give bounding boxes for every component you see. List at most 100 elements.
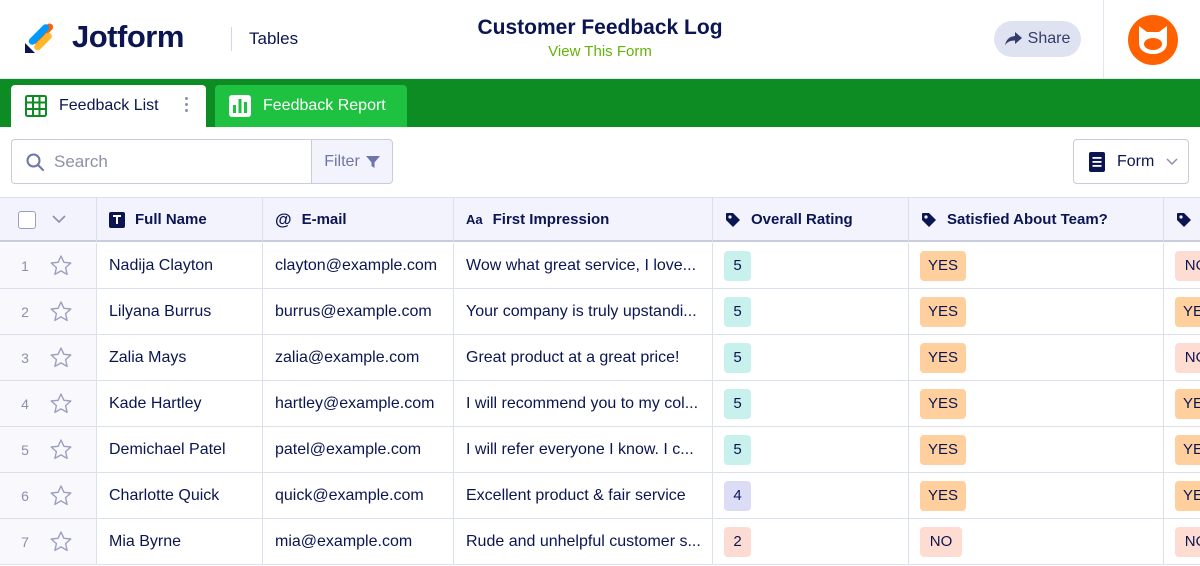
star-icon[interactable]: [50, 531, 72, 552]
cell-satisfied[interactable]: YES: [909, 381, 1164, 426]
jotform-logo[interactable]: Jotform: [22, 18, 184, 56]
cell-email[interactable]: mia@example.com: [263, 519, 454, 564]
cell-overall-rating[interactable]: 2: [713, 519, 909, 564]
impression-text: Great product at a great price!: [466, 348, 680, 366]
column-label: E-mail: [301, 211, 347, 228]
cell-satisfied[interactable]: YES: [909, 243, 1164, 288]
cell-first-impression[interactable]: Great product at a great price!: [454, 335, 713, 380]
cell-extra[interactable]: YES: [1164, 381, 1200, 426]
tab-feedback-report[interactable]: Feedback Report: [215, 85, 407, 127]
cell-full-name[interactable]: Mia Byrne: [97, 519, 263, 564]
cell-first-impression[interactable]: Wow what great service, I love...: [454, 243, 713, 288]
row-number: 3: [21, 349, 29, 366]
row-number: 2: [21, 303, 29, 320]
view-form-link[interactable]: View This Form: [548, 43, 652, 60]
cell-first-impression[interactable]: I will recommend you to my col...: [454, 381, 713, 426]
rating-badge: 5: [724, 250, 751, 281]
extra-badge: NO: [1175, 250, 1200, 281]
cell-email[interactable]: clayton@example.com: [263, 243, 454, 288]
cell-first-impression[interactable]: Your company is truly upstandi...: [454, 289, 713, 334]
column-header-overall-rating[interactable]: Overall Rating: [713, 198, 909, 241]
aa-type-icon: Aa: [466, 212, 483, 227]
table-row[interactable]: 5 Demichael Patel patel@example.com I wi…: [0, 427, 1200, 473]
table-row[interactable]: 6 Charlotte Quick quick@example.com Exce…: [0, 473, 1200, 519]
column-header-extra[interactable]: [1164, 198, 1200, 241]
tab-more-icon[interactable]: [185, 97, 188, 112]
table-row[interactable]: 3 Zalia Mays zalia@example.com Great pro…: [0, 335, 1200, 381]
cell-satisfied[interactable]: YES: [909, 335, 1164, 380]
column-header-first-impression[interactable]: Aa First Impression: [454, 198, 713, 241]
tab-feedback-list[interactable]: Feedback List: [11, 85, 206, 127]
rating-badge: 5: [724, 296, 751, 327]
share-button[interactable]: Share: [994, 21, 1081, 57]
cell-first-impression[interactable]: I will refer everyone I know. I c...: [454, 427, 713, 472]
cell-extra[interactable]: NO: [1164, 243, 1200, 288]
cell-first-impression[interactable]: Rude and unhelpful customer s...: [454, 519, 713, 564]
cell-email[interactable]: quick@example.com: [263, 473, 454, 518]
column-header-satisfied[interactable]: Satisfied About Team?: [909, 198, 1164, 241]
star-icon[interactable]: [50, 347, 72, 368]
extra-badge: YES: [1175, 480, 1200, 511]
chevron-down-icon[interactable]: [52, 215, 66, 224]
cell-full-name[interactable]: Lilyana Burrus: [97, 289, 263, 334]
form-select-button[interactable]: Form: [1073, 139, 1189, 184]
row-select-cell: 1: [0, 243, 97, 288]
cell-overall-rating[interactable]: 5: [713, 335, 909, 380]
cell-full-name[interactable]: Nadija Clayton: [97, 243, 263, 288]
avatar[interactable]: [1128, 15, 1178, 65]
cell-overall-rating[interactable]: 5: [713, 381, 909, 426]
form-icon: [1089, 151, 1105, 172]
row-number: 6: [21, 487, 29, 504]
cell-overall-rating[interactable]: 5: [713, 427, 909, 472]
column-label: Overall Rating: [751, 211, 853, 228]
cell-satisfied[interactable]: YES: [909, 473, 1164, 518]
table-row[interactable]: 4 Kade Hartley hartley@example.com I wil…: [0, 381, 1200, 427]
select-all-header: [0, 198, 97, 241]
cell-satisfied[interactable]: NO: [909, 519, 1164, 564]
satisfied-badge: YES: [920, 250, 967, 281]
star-icon[interactable]: [50, 439, 72, 460]
cell-satisfied[interactable]: YES: [909, 427, 1164, 472]
satisfied-badge: YES: [920, 342, 967, 373]
cell-full-name[interactable]: Demichael Patel: [97, 427, 263, 472]
tables-link[interactable]: Tables: [249, 29, 299, 48]
star-icon[interactable]: [50, 255, 72, 276]
table-row[interactable]: 2 Lilyana Burrus burrus@example.com Your…: [0, 289, 1200, 335]
filter-button[interactable]: Filter: [311, 139, 393, 184]
select-all-checkbox[interactable]: [18, 210, 36, 229]
impression-text: I will refer everyone I know. I c...: [466, 440, 694, 458]
cell-extra[interactable]: YES: [1164, 289, 1200, 334]
table-row[interactable]: 7 Mia Byrne mia@example.com Rude and unh…: [0, 519, 1200, 565]
search-input[interactable]: [54, 151, 294, 172]
column-header-full-name[interactable]: Full Name: [97, 198, 263, 241]
cell-extra[interactable]: NO: [1164, 335, 1200, 380]
cell-overall-rating[interactable]: 5: [713, 289, 909, 334]
cell-first-impression[interactable]: Excellent product & fair service: [454, 473, 713, 518]
cell-email[interactable]: patel@example.com: [263, 427, 454, 472]
star-icon[interactable]: [50, 393, 72, 414]
cell-full-name[interactable]: Kade Hartley: [97, 381, 263, 426]
cell-overall-rating[interactable]: 5: [713, 243, 909, 288]
user-avatar-icon: [1139, 26, 1167, 54]
cell-email[interactable]: zalia@example.com: [263, 335, 454, 380]
toolbar: Filter Form: [0, 127, 1200, 197]
cell-satisfied[interactable]: YES: [909, 289, 1164, 334]
cell-email[interactable]: hartley@example.com: [263, 381, 454, 426]
cell-email[interactable]: burrus@example.com: [263, 289, 454, 334]
table-row[interactable]: 1 Nadija Clayton clayton@example.com Wow…: [0, 243, 1200, 289]
column-label: Full Name: [135, 211, 207, 228]
star-icon[interactable]: [50, 301, 72, 322]
cell-full-name[interactable]: Charlotte Quick: [97, 473, 263, 518]
tag-icon: [725, 212, 741, 228]
cell-extra[interactable]: YES: [1164, 427, 1200, 472]
star-icon[interactable]: [50, 485, 72, 506]
row-select-cell: 4: [0, 381, 97, 426]
satisfied-badge: YES: [920, 480, 967, 511]
cell-extra[interactable]: YES: [1164, 473, 1200, 518]
column-header-email[interactable]: @ E-mail: [263, 198, 454, 241]
column-label: Satisfied About Team?: [947, 211, 1108, 228]
cell-full-name[interactable]: Zalia Mays: [97, 335, 263, 380]
cell-extra[interactable]: NO: [1164, 519, 1200, 564]
header-divider-right: [1103, 0, 1104, 79]
cell-overall-rating[interactable]: 4: [713, 473, 909, 518]
